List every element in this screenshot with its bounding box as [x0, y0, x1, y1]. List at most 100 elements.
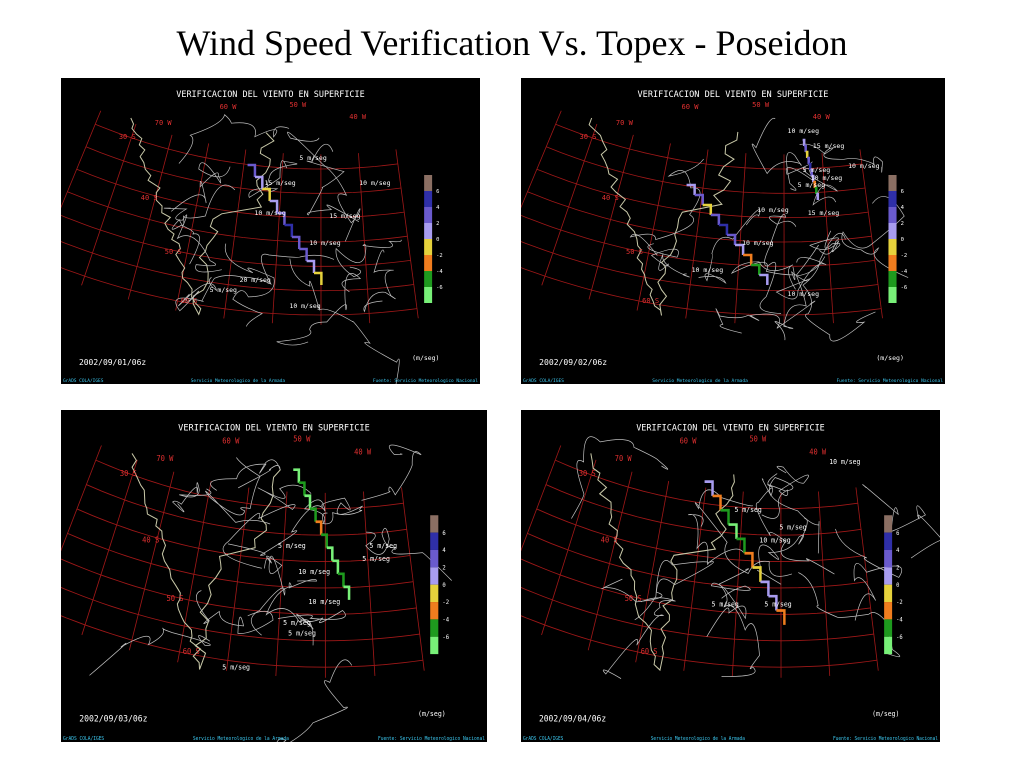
- unit-label: (m/seg): [876, 354, 904, 362]
- credit: GrADS COLA/IGES: [63, 378, 104, 384]
- satellite-track: [807, 156, 810, 164]
- contour: [602, 597, 676, 679]
- coastline: [590, 453, 735, 672]
- contour: [694, 489, 793, 577]
- colorbar-segment: [424, 255, 433, 271]
- contour-label: 5 m/seg: [712, 600, 739, 608]
- colorbar-segment: [430, 584, 439, 603]
- credit: Fuente: Servicio Meteorologico Nacional: [836, 378, 943, 384]
- latitude-label: 50 S: [165, 248, 182, 256]
- latitude-label: 50 S: [626, 247, 643, 256]
- contour: [276, 273, 362, 346]
- meridian: [495, 110, 562, 269]
- satellite-track: [804, 144, 807, 152]
- parallel: [39, 606, 423, 668]
- contour: [759, 213, 797, 314]
- colorbar-label: 6: [436, 189, 439, 195]
- colorbar-segment: [430, 515, 439, 533]
- colorbar-label: 2: [442, 565, 445, 571]
- satellite-track: [811, 174, 815, 182]
- contour-label: 15 m/seg: [265, 179, 296, 187]
- colorbar-label: 4: [896, 548, 900, 554]
- contour: [335, 239, 402, 278]
- longitude-label: 50 W: [289, 101, 307, 109]
- contour-label: 10 m/seg: [255, 209, 286, 217]
- meridian: [734, 153, 747, 324]
- contour: [601, 548, 744, 603]
- colorbar-label: -2: [442, 600, 449, 606]
- satellite-track: [304, 494, 312, 509]
- contour: [730, 244, 819, 290]
- colorbar-segment: [884, 567, 893, 585]
- contour: [289, 258, 400, 394]
- meridian: [35, 445, 102, 617]
- colorbar-label: 0: [436, 237, 439, 243]
- latitude-label: 40 S: [142, 535, 159, 544]
- colorbar-label: 0: [442, 583, 446, 589]
- contour: [629, 158, 704, 256]
- contour-label: 10 m/seg: [359, 179, 390, 187]
- contour-label: 10 m/seg: [759, 536, 790, 544]
- satellite-track: [816, 192, 820, 200]
- longitude-label: 40 W: [809, 447, 826, 456]
- contour: [306, 143, 360, 223]
- satellite-track: [735, 243, 745, 255]
- meridian: [226, 487, 250, 671]
- contour: [178, 114, 290, 164]
- meridian: [81, 459, 138, 636]
- colorbar-label: 0: [901, 237, 904, 243]
- contour: [571, 436, 669, 519]
- parallel: [95, 459, 404, 510]
- contour-label: 15 m/seg: [329, 212, 360, 220]
- contour: [715, 300, 816, 334]
- latitude-label: 60 S: [641, 647, 658, 656]
- contour-label: 15 m/seg: [813, 142, 845, 150]
- map: VERIFICACION DEL VIENTO EN SUPERFICIE 70 …: [495, 423, 947, 742]
- colorbar-segment: [424, 239, 433, 255]
- meridian: [223, 149, 247, 319]
- meridian: [636, 143, 671, 311]
- contour: [841, 196, 909, 278]
- colorbar-segment: [888, 207, 897, 223]
- colorbar-label: -2: [436, 253, 443, 259]
- contour: [698, 209, 761, 284]
- colorbar-label: 4: [436, 205, 440, 211]
- satellite-track: [744, 551, 754, 568]
- parallel: [57, 213, 411, 267]
- colorbar-label: -4: [901, 269, 908, 275]
- satellite-track: [326, 546, 334, 561]
- contour: [718, 568, 760, 677]
- parallel: [67, 532, 414, 589]
- colorbar-label: 0: [896, 583, 900, 589]
- parallel: [48, 236, 414, 292]
- satellite-track: [313, 271, 323, 285]
- parallel: [527, 191, 872, 243]
- colorbar-segment: [884, 584, 893, 603]
- contour: [250, 555, 286, 636]
- contour-label: 5 m/seg: [299, 154, 326, 162]
- contour: [201, 253, 335, 302]
- coastline: [130, 117, 275, 316]
- colorbar-segment: [424, 223, 433, 239]
- latitude-label: 40 S: [601, 535, 618, 544]
- colorbar-label: 6: [896, 531, 900, 537]
- satellite-track: [686, 183, 696, 195]
- colorbar-segment: [424, 271, 433, 287]
- contour-label: 5 m/seg: [779, 523, 806, 531]
- satellite-track: [805, 150, 809, 158]
- date-label: 2002/09/01/06z: [79, 358, 146, 367]
- satellite-track: [710, 213, 721, 225]
- contour: [222, 484, 312, 569]
- contour-label: 5 m/seg: [369, 542, 397, 550]
- colorbar-label: 2: [436, 221, 439, 227]
- colorbar-label: 4: [901, 205, 905, 211]
- coastline: [131, 453, 281, 670]
- contour: [210, 459, 281, 491]
- contour: [163, 207, 222, 273]
- colorbar-segment: [888, 223, 897, 239]
- contour: [196, 590, 274, 634]
- credit: Servicio Meteorologico de la Armada: [651, 736, 745, 742]
- colorbar-segment: [888, 287, 897, 303]
- longitude-label: 60 W: [680, 436, 697, 445]
- colorbar-segment: [884, 532, 893, 550]
